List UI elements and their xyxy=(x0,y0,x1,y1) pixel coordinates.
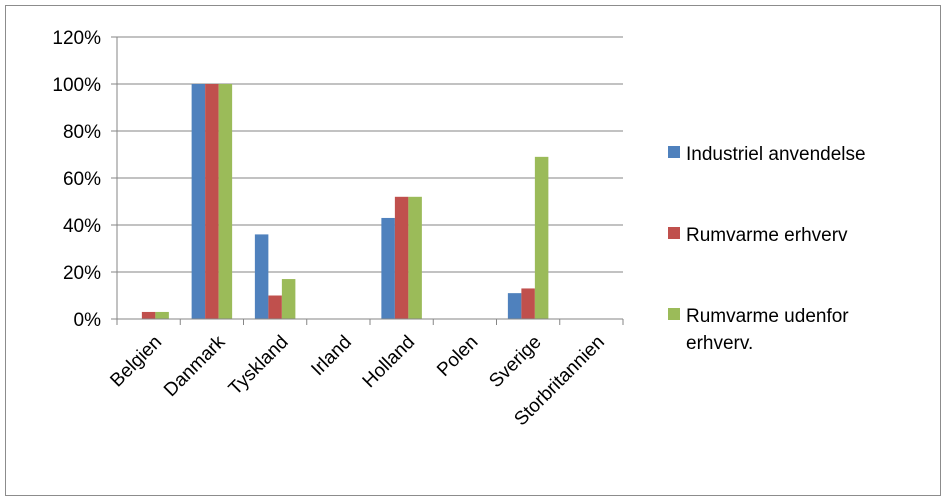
bar xyxy=(141,311,156,319)
bar xyxy=(254,234,269,319)
y-tick-label: 100% xyxy=(52,75,101,96)
bar xyxy=(281,279,296,319)
x-tick-label: Danmark xyxy=(160,331,230,401)
legend-label: Industriel anvendelse xyxy=(686,144,866,165)
legend-label: erhverv. xyxy=(686,333,753,354)
x-tick-label: Tyskland xyxy=(225,332,293,400)
y-tick-label: 120% xyxy=(52,28,101,49)
x-tick-label: Sverige xyxy=(485,332,545,392)
bar xyxy=(155,311,169,319)
bar xyxy=(507,293,522,319)
x-tick-label: Belgien xyxy=(106,332,166,392)
y-tick-label: 80% xyxy=(63,122,101,143)
legend-label: Rumvarme erhverv xyxy=(686,225,848,246)
y-tick-labels: 0% 20% 40% 60% 80% 100% 120% xyxy=(52,28,101,331)
y-tick-label: 0% xyxy=(74,310,102,331)
legend-swatch xyxy=(668,308,680,320)
axes xyxy=(116,37,624,325)
bar xyxy=(394,196,409,319)
bars xyxy=(141,84,549,319)
bar xyxy=(408,196,422,319)
legend-swatch xyxy=(668,227,680,239)
y-tick-label: 40% xyxy=(63,216,101,237)
legend-swatch xyxy=(668,146,680,158)
bar xyxy=(534,156,549,319)
x-tick-label: Irland xyxy=(307,332,355,380)
legend-label: Rumvarme udenfor xyxy=(686,306,849,327)
bar xyxy=(191,84,206,319)
bar xyxy=(381,217,395,319)
bar xyxy=(205,84,219,319)
y-tick-label: 20% xyxy=(63,263,101,284)
bar xyxy=(218,84,233,319)
x-tick-label: Holland xyxy=(359,332,419,392)
bar xyxy=(268,295,282,319)
bar xyxy=(521,288,535,319)
x-tick-label: Polen xyxy=(433,332,482,381)
legend: Industriel anvendelse Rumvarme erhverv Rum… xyxy=(668,144,866,354)
y-tick-label: 60% xyxy=(63,169,101,190)
chart-frame xyxy=(5,5,941,496)
